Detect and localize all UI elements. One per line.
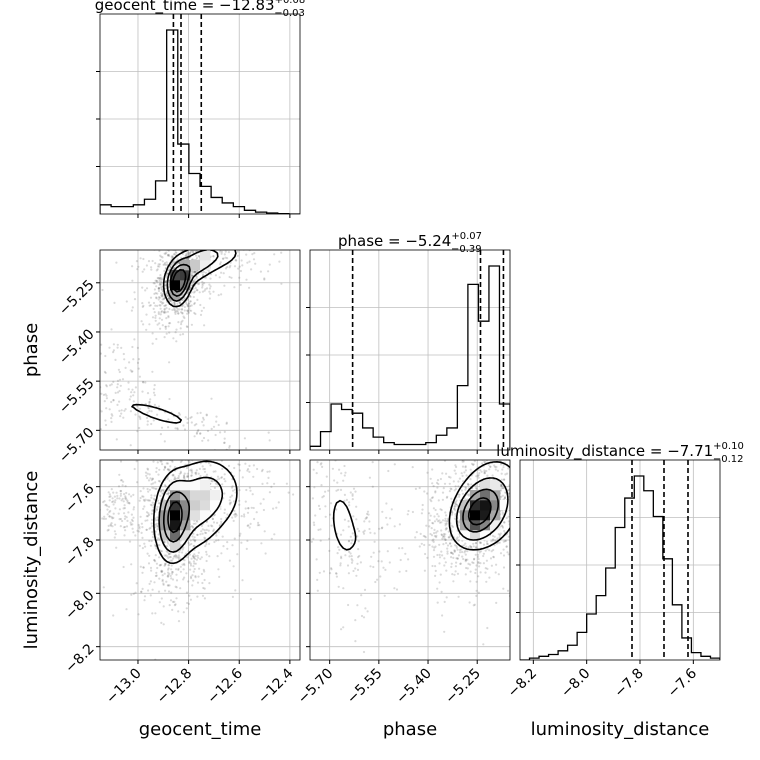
ytick-label: −5.55 (56, 375, 98, 417)
xtick-label: −5.55 (344, 666, 386, 708)
panel-frame (519, 459, 721, 661)
density-panel-geocent_time-vs-luminosity_distance: −13.0 −12.8 −12.6 −12.4 −8.2 −8.0 −7.8 −7.6 (62, 459, 301, 708)
ylabel-luminosity_distance: luminosity_distance (21, 471, 42, 650)
histogram-phase (310, 265, 510, 450)
contour-line (172, 269, 187, 293)
contour-line (455, 477, 509, 541)
contour-line (153, 460, 238, 565)
contour-line (131, 250, 237, 424)
ytick-label: −7.6 (62, 481, 97, 516)
xtick-label: −8.0 (558, 666, 593, 701)
panel-frame (99, 459, 301, 661)
xtick-label: −12.8 (154, 666, 196, 708)
contour-line (167, 501, 183, 534)
ytick-label: −5.25 (56, 277, 98, 319)
xlabel-phase: phase (383, 719, 437, 740)
contour-line (462, 488, 499, 533)
contour-line (332, 461, 510, 551)
panel-frame (309, 249, 511, 451)
density-shading (460, 480, 510, 541)
xtick-label: −7.6 (665, 665, 700, 700)
contour-line (163, 491, 190, 543)
xlabel-geocent_time: geocent_time (139, 719, 262, 740)
density-panel-phase-vs-luminosity_distance: −5.70 −5.55 −5.40 −5.25 (295, 459, 511, 708)
hist-panel-luminosity_distance: −8.2 −8.0 −7.8 −7.6 (505, 459, 721, 701)
contour-line (467, 497, 492, 526)
panel-title-geocent_time: geocent_time = −12.83+0.08 −0.03 (95, 0, 305, 19)
panel-title-luminosity_distance: luminosity_distance = −7.71+0.10 −0.12 (496, 441, 744, 465)
xtick-label: −5.40 (393, 666, 435, 708)
xtick-label: −13.0 (103, 666, 145, 708)
histogram-luminosity_distance (520, 475, 720, 660)
contour-line (169, 263, 191, 297)
histogram-geocent_time (100, 29, 300, 214)
panel-title-phase: phase = −5.24+0.07 −0.39 (338, 231, 482, 255)
ytick-label: −8.0 (62, 588, 97, 623)
panel-frame (309, 459, 511, 661)
ytick-label: −7.8 (62, 534, 97, 569)
xtick-label: −8.2 (505, 666, 540, 701)
ytick-label: −8.2 (62, 641, 97, 676)
panel-frame (99, 249, 301, 451)
panel-frame (99, 13, 301, 215)
xtick-label: −5.25 (442, 666, 484, 708)
hist-panel-geocent_time (96, 13, 301, 218)
hist-panel-phase (306, 249, 511, 454)
ytick-label: −5.70 (56, 425, 98, 467)
ylabel-phase: phase (21, 323, 42, 377)
xlabel-luminosity_distance: luminosity_distance (531, 719, 710, 740)
ytick-label: −5.40 (56, 326, 98, 368)
density-panel-geocent_time-vs-phase: −5.70 −5.55 −5.40 −5.25 (56, 249, 301, 467)
sample-points (310, 460, 510, 654)
xtick-label: −12.6 (204, 665, 246, 707)
xtick-label: −7.8 (611, 666, 646, 701)
xtick-label: −12.4 (255, 665, 297, 707)
xtick-label: −5.70 (295, 666, 337, 708)
contour-line (158, 476, 224, 553)
